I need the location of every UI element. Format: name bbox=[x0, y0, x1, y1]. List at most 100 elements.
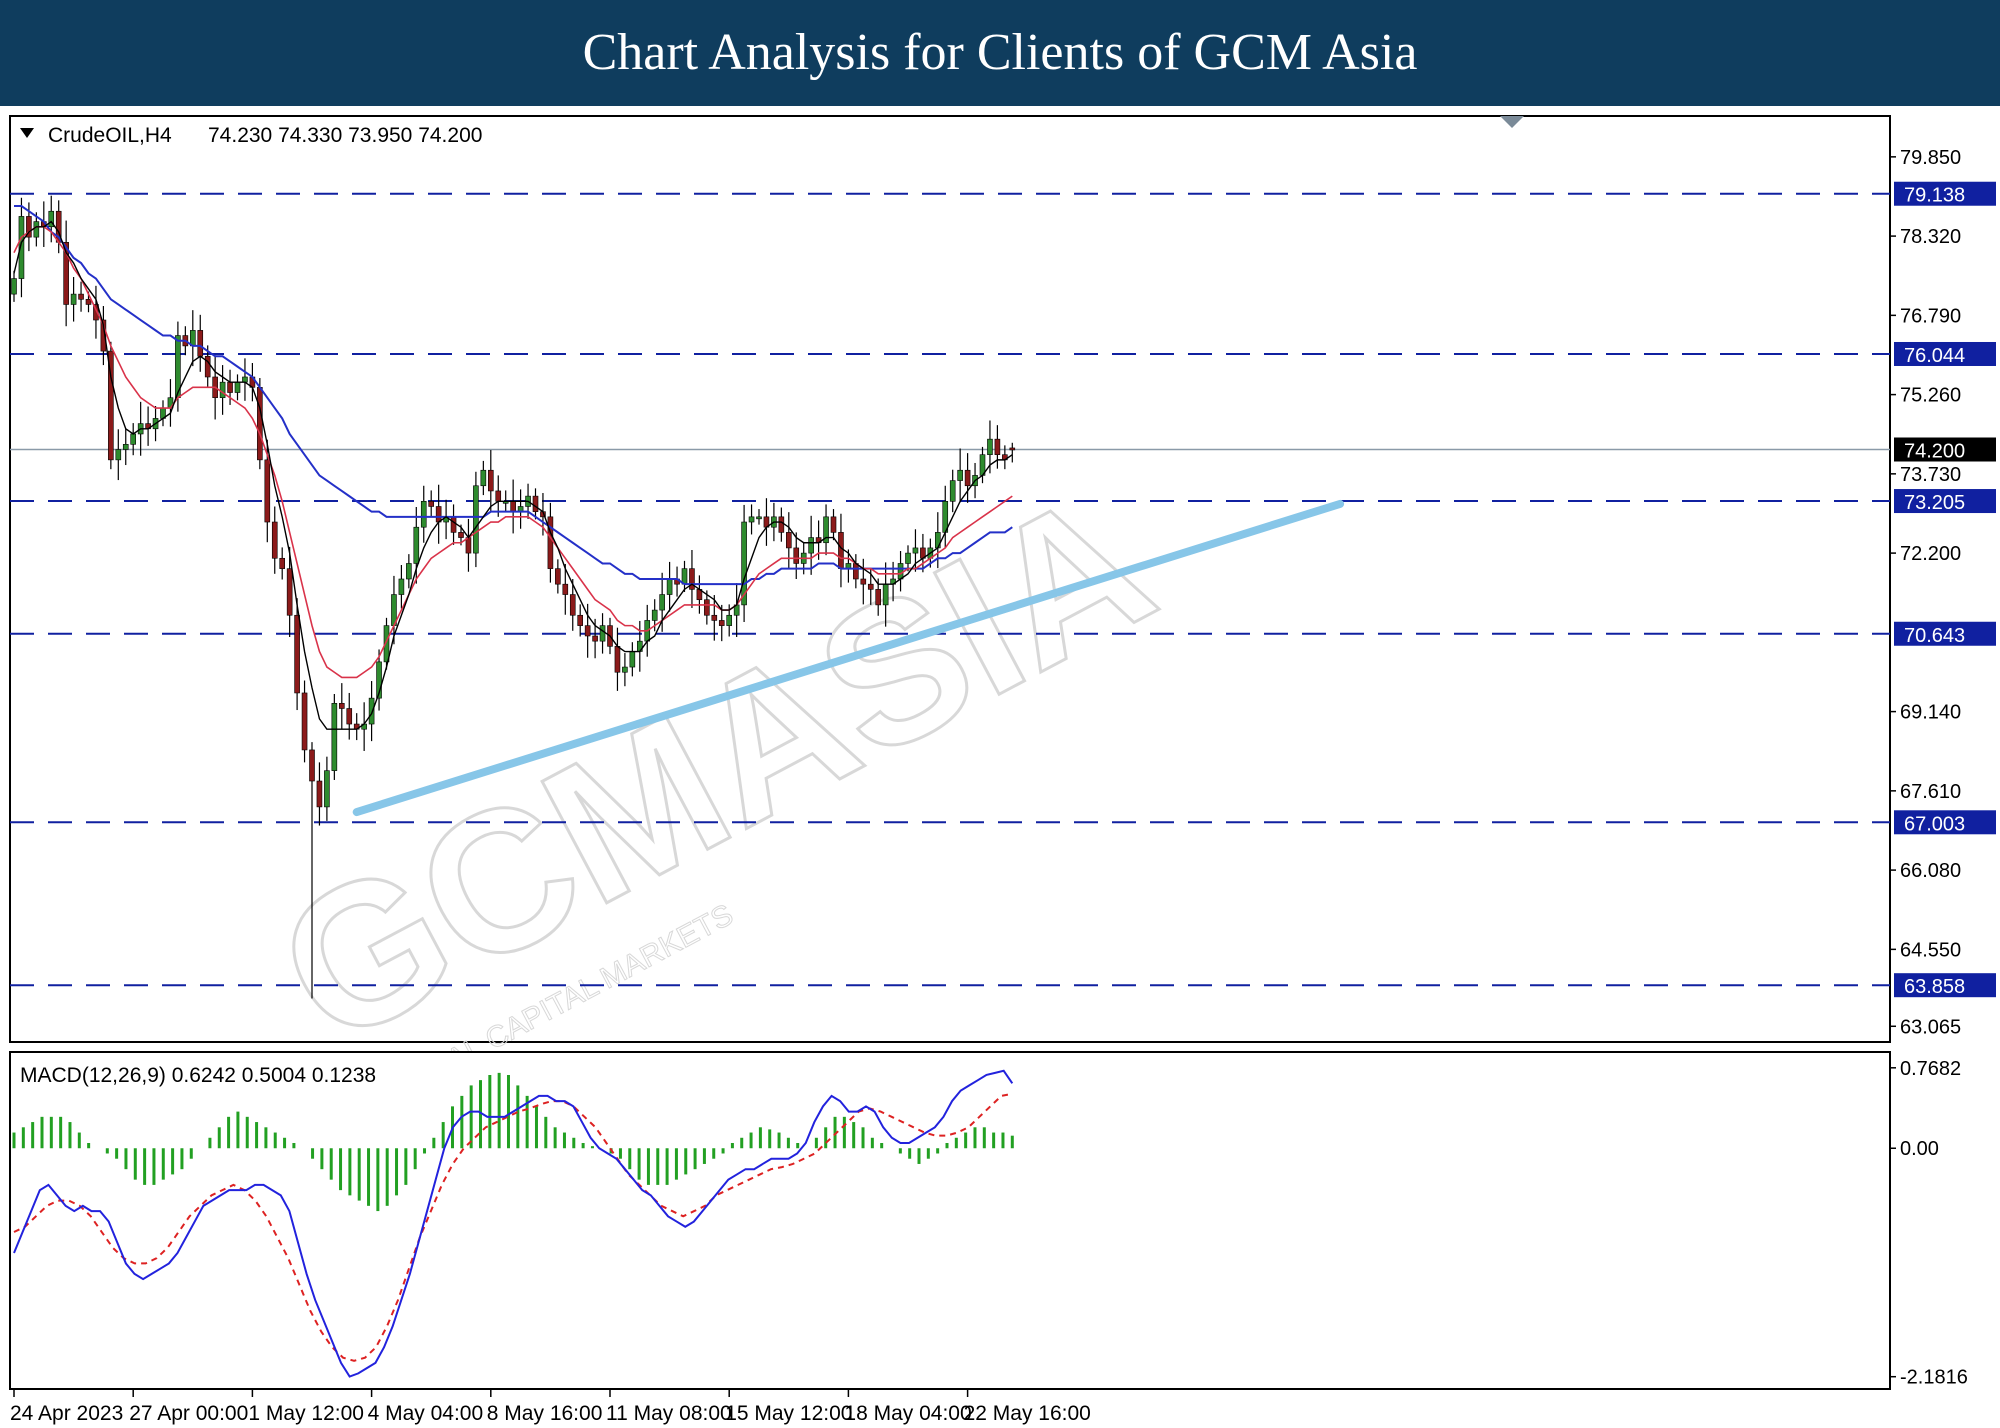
price-tick-label: 63.065 bbox=[1900, 1016, 1961, 1038]
symbol-dropdown-icon[interactable] bbox=[20, 128, 34, 138]
time-tick-label: 18 May 04:00 bbox=[844, 1402, 971, 1425]
candle-body bbox=[532, 495, 539, 512]
candle-body bbox=[905, 552, 911, 564]
moving-averages bbox=[13, 205, 1013, 730]
candle-body bbox=[480, 469, 487, 487]
candle-body bbox=[793, 547, 800, 564]
candle-body bbox=[964, 469, 971, 487]
price-tick-label: 69.140 bbox=[1900, 702, 1961, 724]
candle-body bbox=[234, 381, 241, 393]
price-tick-label: 76.790 bbox=[1900, 305, 1961, 327]
macd-tick-label: 0.7682 bbox=[1900, 1058, 1961, 1080]
time-axis: 24 Apr 2023 27 Apr 00:00 1 May 12:00 4 May … bbox=[10, 1389, 1091, 1425]
candle-body bbox=[286, 568, 293, 616]
candle-body bbox=[219, 381, 226, 399]
candle-body bbox=[659, 594, 665, 611]
candle-body bbox=[473, 485, 479, 554]
candle-body bbox=[547, 516, 554, 569]
time-tick-label: 1 May 12:00 bbox=[248, 1402, 364, 1425]
candle-body bbox=[592, 635, 598, 642]
price-tick-label: 64.550 bbox=[1900, 939, 1961, 961]
price-tick-label: 78.320 bbox=[1900, 226, 1961, 248]
candle-body bbox=[301, 692, 308, 751]
candle-body bbox=[748, 516, 755, 523]
candle-body bbox=[197, 330, 204, 357]
time-tick-label: 27 Apr 00:00 bbox=[129, 1402, 248, 1425]
candle-body bbox=[85, 298, 92, 305]
moving-average-slow bbox=[14, 205, 1013, 586]
candle-body bbox=[629, 651, 636, 668]
candle-body bbox=[718, 620, 725, 626]
level-tag bbox=[1894, 810, 1996, 835]
candle-body bbox=[18, 216, 25, 279]
ascending-trendline[interactable] bbox=[352, 499, 1345, 817]
candle-body bbox=[420, 501, 427, 528]
candle-body bbox=[346, 708, 353, 725]
current-price-label: 74.200 bbox=[1904, 441, 1965, 463]
macd-panel: 0.7682 0.00 -2.1816 MACD(12,26,9) 0.6242 0… bbox=[9, 1051, 1968, 1390]
macd-plot-frame bbox=[9, 1051, 1891, 1390]
candle-body bbox=[897, 563, 904, 580]
candle-body bbox=[338, 703, 345, 709]
candle-body bbox=[726, 614, 733, 626]
shift-marker-icon[interactable] bbox=[1500, 116, 1524, 128]
candle-body bbox=[555, 568, 561, 585]
time-tick-label: 4 May 04:00 bbox=[368, 1402, 484, 1425]
candle-body bbox=[257, 387, 263, 461]
candle-body bbox=[78, 293, 84, 300]
time-tick-label: 15 May 12:00 bbox=[725, 1402, 852, 1425]
candle-body bbox=[666, 578, 673, 595]
candle-body bbox=[808, 537, 814, 554]
candle-body bbox=[376, 661, 382, 699]
candle-body bbox=[711, 614, 718, 621]
candle-body bbox=[122, 444, 129, 450]
candle-body bbox=[651, 609, 658, 621]
macd-label: MACD(12,26,9) 0.6242 0.5004 0.1238 bbox=[20, 1064, 376, 1087]
candle-body bbox=[48, 210, 55, 228]
page-title: Chart Analysis for Clients of GCM Asia bbox=[582, 24, 1418, 81]
candle-body bbox=[331, 703, 338, 771]
level-tag bbox=[1894, 973, 1996, 998]
candle-body bbox=[778, 516, 785, 533]
price-tick-label: 67.610 bbox=[1900, 781, 1961, 803]
candle-body bbox=[428, 501, 435, 507]
level-tag-label: 70.643 bbox=[1904, 625, 1965, 647]
candle-body bbox=[860, 578, 867, 585]
candle-body bbox=[957, 469, 963, 481]
candle-body bbox=[115, 449, 122, 461]
candle-body bbox=[614, 646, 621, 673]
candle-body bbox=[309, 749, 315, 782]
candle-body bbox=[227, 381, 233, 393]
candle-body bbox=[450, 516, 457, 533]
time-tick-label: 11 May 08:00 bbox=[606, 1402, 732, 1425]
macd-axis: 0.7682 0.00 -2.1816 bbox=[1890, 1058, 1968, 1389]
time-tick-label: 8 May 16:00 bbox=[487, 1402, 603, 1425]
candle-body bbox=[510, 501, 516, 512]
candle-body bbox=[830, 516, 837, 533]
price-tick-label: 66.080 bbox=[1900, 860, 1961, 882]
current-price-tag bbox=[1894, 437, 1996, 462]
candle-body bbox=[398, 578, 405, 595]
candle-body bbox=[458, 532, 464, 538]
level-tag-label: 73.205 bbox=[1904, 492, 1965, 514]
price-tick-label: 79.850 bbox=[1900, 147, 1961, 169]
level-tag bbox=[1894, 181, 1996, 206]
candle-body bbox=[63, 242, 69, 305]
candle-body bbox=[413, 526, 420, 564]
candle-body bbox=[495, 490, 502, 502]
candle-body bbox=[279, 557, 286, 569]
moving-average-fast bbox=[13, 220, 1013, 730]
level-tag bbox=[1894, 341, 1996, 366]
price-tick-label: 75.260 bbox=[1900, 385, 1961, 407]
time-tick-label: 24 Apr 2023 bbox=[10, 1402, 123, 1425]
macd-signal-line bbox=[13, 1092, 1013, 1362]
price-axis: 79.138 76.044 73.205 70.643 67.003 63.858 79.8… bbox=[1890, 147, 1996, 1038]
candle-body bbox=[316, 780, 323, 808]
macd-tick-label: 0.00 bbox=[1900, 1138, 1939, 1160]
candle-body bbox=[242, 376, 248, 383]
candle-body bbox=[100, 319, 107, 352]
support-resistance-levels bbox=[10, 192, 1890, 987]
